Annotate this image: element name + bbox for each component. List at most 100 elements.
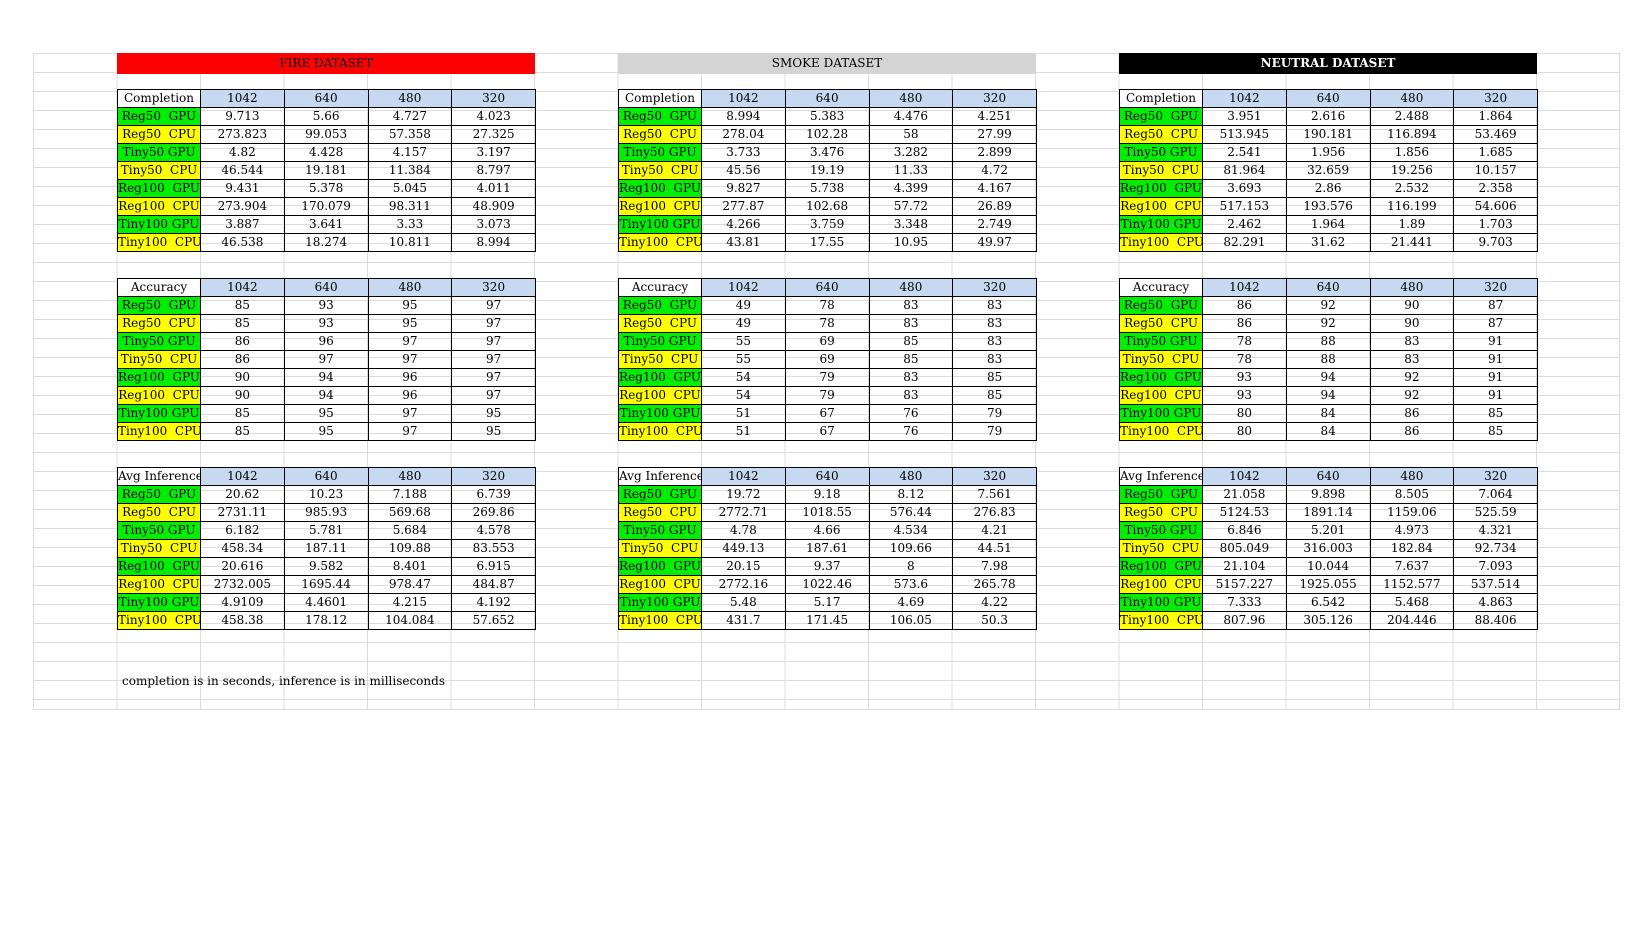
row-label-cell[interactable]: Tiny100 CPU [117, 422, 201, 441]
value-cell[interactable]: 3.759 [784, 215, 870, 234]
value-cell[interactable]: 83 [952, 332, 1037, 351]
row-label-cell[interactable]: Tiny50 CPU [1119, 350, 1203, 369]
row-label-cell[interactable]: Reg100 CPU [117, 386, 201, 405]
value-cell[interactable]: 2732.005 [200, 575, 285, 594]
value-cell[interactable]: 85 [1453, 422, 1538, 441]
value-cell[interactable]: 4.192 [451, 593, 536, 612]
row-label-cell[interactable]: Reg50 CPU [117, 503, 201, 522]
value-cell[interactable]: 9.827 [701, 179, 786, 198]
value-cell[interactable]: 97 [451, 350, 536, 369]
value-cell[interactable]: 1695.44 [283, 575, 369, 594]
table-label-cell[interactable]: Completion [117, 89, 201, 108]
value-cell[interactable]: 4.69 [868, 593, 954, 612]
value-cell[interactable]: 1.685 [1453, 143, 1538, 162]
value-cell[interactable]: 978.47 [367, 575, 453, 594]
value-cell[interactable]: 807.96 [1202, 611, 1287, 630]
value-cell[interactable]: 97 [451, 368, 536, 387]
value-cell[interactable]: 3.951 [1202, 107, 1287, 126]
value-cell[interactable]: 95 [451, 404, 536, 423]
value-cell[interactable]: 55 [701, 350, 786, 369]
value-cell[interactable]: 83 [868, 386, 954, 405]
row-label-cell[interactable]: Tiny100 GPU [618, 593, 702, 612]
neutral-dataset-banner[interactable]: NEUTRAL DATASET [1119, 53, 1537, 74]
row-label-cell[interactable]: Tiny50 GPU [1119, 143, 1203, 162]
value-cell[interactable]: 8.12 [868, 485, 954, 504]
value-cell[interactable]: 78 [1202, 332, 1287, 351]
table-label-cell[interactable]: Accuracy [117, 278, 201, 297]
value-cell[interactable]: 67 [784, 422, 870, 441]
column-header-cell[interactable]: 320 [1453, 89, 1538, 108]
value-cell[interactable]: 84 [1285, 422, 1371, 441]
row-label-cell[interactable]: Tiny100 CPU [1119, 233, 1203, 252]
value-cell[interactable]: 204.446 [1369, 611, 1455, 630]
value-cell[interactable]: 85 [868, 332, 954, 351]
value-cell[interactable]: 79 [952, 422, 1037, 441]
row-label-cell[interactable]: Tiny100 GPU [117, 404, 201, 423]
value-cell[interactable]: 95 [283, 422, 369, 441]
value-cell[interactable]: 83 [1369, 332, 1455, 351]
row-label-cell[interactable]: Reg50 GPU [1119, 296, 1203, 315]
value-cell[interactable]: 53.469 [1453, 125, 1538, 144]
value-cell[interactable]: 273.904 [200, 197, 285, 216]
value-cell[interactable]: 69 [784, 350, 870, 369]
row-label-cell[interactable]: Tiny50 GPU [117, 143, 201, 162]
value-cell[interactable]: 7.561 [952, 485, 1037, 504]
value-cell[interactable]: 54.606 [1453, 197, 1538, 216]
row-label-cell[interactable]: Tiny100 CPU [1119, 422, 1203, 441]
row-label-cell[interactable]: Reg100 GPU [117, 557, 201, 576]
value-cell[interactable]: 90 [1369, 314, 1455, 333]
value-cell[interactable]: 2731.11 [200, 503, 285, 522]
value-cell[interactable]: 265.78 [952, 575, 1037, 594]
value-cell[interactable]: 96 [283, 332, 369, 351]
row-label-cell[interactable]: Reg50 GPU [117, 107, 201, 126]
value-cell[interactable]: 2.358 [1453, 179, 1538, 198]
row-label-cell[interactable]: Reg50 CPU [1119, 503, 1203, 522]
value-cell[interactable]: 2772.71 [701, 503, 786, 522]
row-label-cell[interactable]: Reg100 GPU [117, 368, 201, 387]
column-header-cell[interactable]: 480 [367, 89, 453, 108]
table-label-cell[interactable]: Accuracy [618, 278, 702, 297]
row-label-cell[interactable]: Tiny50 GPU [618, 143, 702, 162]
value-cell[interactable]: 5.383 [784, 107, 870, 126]
value-cell[interactable]: 116.894 [1369, 125, 1455, 144]
value-cell[interactable]: 67 [784, 404, 870, 423]
value-cell[interactable]: 182.84 [1369, 539, 1455, 558]
value-cell[interactable]: 5.045 [367, 179, 453, 198]
value-cell[interactable]: 97 [451, 314, 536, 333]
value-cell[interactable]: 96 [367, 386, 453, 405]
value-cell[interactable]: 316.003 [1285, 539, 1371, 558]
value-cell[interactable]: 83 [868, 368, 954, 387]
value-cell[interactable]: 11.33 [868, 161, 954, 180]
value-cell[interactable]: 4.66 [784, 521, 870, 540]
value-cell[interactable]: 5.201 [1285, 521, 1371, 540]
row-label-cell[interactable]: Tiny100 GPU [117, 215, 201, 234]
row-label-cell[interactable]: Reg100 CPU [117, 197, 201, 216]
value-cell[interactable]: 4.476 [868, 107, 954, 126]
value-cell[interactable]: 57.72 [868, 197, 954, 216]
row-label-cell[interactable]: Reg50 GPU [618, 296, 702, 315]
row-label-cell[interactable]: Reg100 CPU [1119, 386, 1203, 405]
value-cell[interactable]: 5.378 [283, 179, 369, 198]
column-header-cell[interactable]: 480 [367, 467, 453, 486]
value-cell[interactable]: 85 [200, 314, 285, 333]
value-cell[interactable]: 92.734 [1453, 539, 1538, 558]
value-cell[interactable]: 83 [1369, 350, 1455, 369]
value-cell[interactable]: 278.04 [701, 125, 786, 144]
row-label-cell[interactable]: Reg100 GPU [1119, 368, 1203, 387]
value-cell[interactable]: 6.182 [200, 521, 285, 540]
value-cell[interactable]: 187.11 [283, 539, 369, 558]
value-cell[interactable]: 54 [701, 368, 786, 387]
table-label-cell[interactable]: Accuracy [1119, 278, 1203, 297]
value-cell[interactable]: 7.093 [1453, 557, 1538, 576]
value-cell[interactable]: 4.82 [200, 143, 285, 162]
value-cell[interactable]: 92 [1285, 296, 1371, 315]
value-cell[interactable]: 9.582 [283, 557, 369, 576]
value-cell[interactable]: 97 [451, 296, 536, 315]
value-cell[interactable]: 6.739 [451, 485, 536, 504]
value-cell[interactable]: 484.87 [451, 575, 536, 594]
value-cell[interactable]: 102.28 [784, 125, 870, 144]
value-cell[interactable]: 97 [367, 404, 453, 423]
value-cell[interactable]: 3.476 [784, 143, 870, 162]
value-cell[interactable]: 88.406 [1453, 611, 1538, 630]
column-header-cell[interactable]: 320 [952, 278, 1037, 297]
